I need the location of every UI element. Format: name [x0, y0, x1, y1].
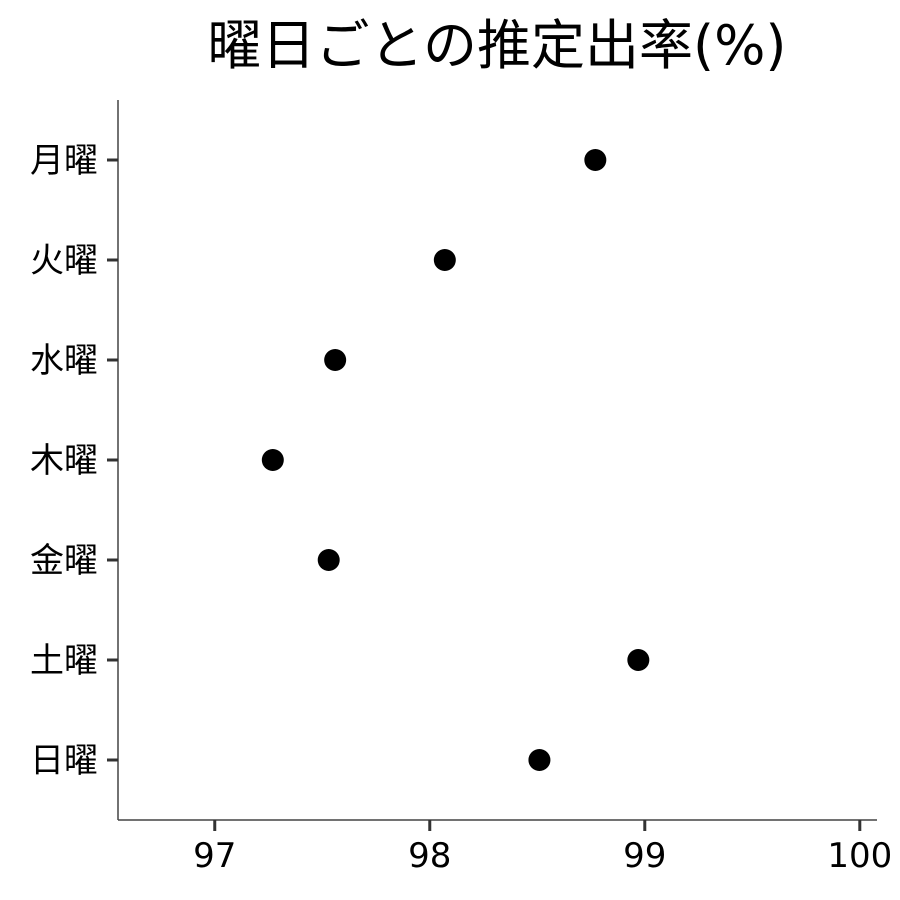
- y-tick-label: 土曜: [30, 641, 98, 681]
- y-tick-label: 金曜: [30, 541, 98, 581]
- y-tick-label: 木曜: [30, 441, 98, 481]
- data-point: [317, 549, 340, 571]
- data-point: [584, 149, 607, 171]
- y-tick-label: 水曜: [30, 341, 98, 381]
- x-axis-ticks: 97 98 99 100: [193, 820, 892, 876]
- data-point: [627, 649, 650, 671]
- y-tick-label: 日曜: [30, 741, 98, 781]
- data-point: [433, 249, 456, 271]
- x-tick-label: 98: [408, 836, 451, 876]
- x-tick-label: 99: [623, 836, 666, 876]
- data-point: [324, 349, 347, 371]
- y-tick-label: 火曜: [30, 241, 98, 281]
- data-points: [261, 149, 650, 771]
- y-tick-label: 月曜: [30, 141, 98, 181]
- x-tick-label: 97: [193, 836, 236, 876]
- x-tick-label: 100: [827, 836, 892, 876]
- data-point: [261, 449, 284, 471]
- chart-title: 曜日ごとの推定出率(%): [208, 14, 787, 77]
- data-point: [528, 749, 551, 771]
